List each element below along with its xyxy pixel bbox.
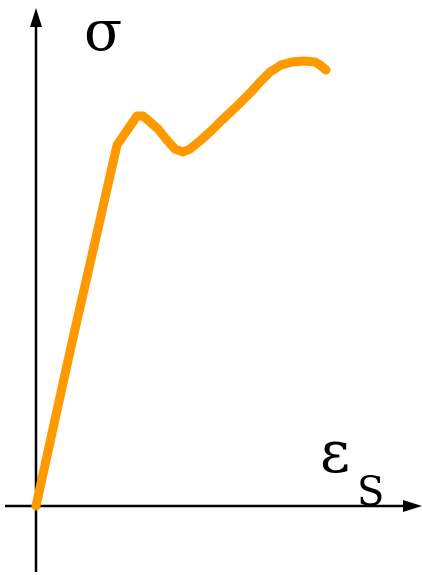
series-line-1 xyxy=(31,56,331,511)
series-group xyxy=(31,56,331,511)
x-axis-label: ε xyxy=(320,418,350,486)
y-axis-arrow xyxy=(30,8,42,27)
x-axis-label-subscript: S xyxy=(357,469,384,515)
x-axis-arrow xyxy=(403,500,422,512)
y-axis-label: σ xyxy=(84,0,122,64)
